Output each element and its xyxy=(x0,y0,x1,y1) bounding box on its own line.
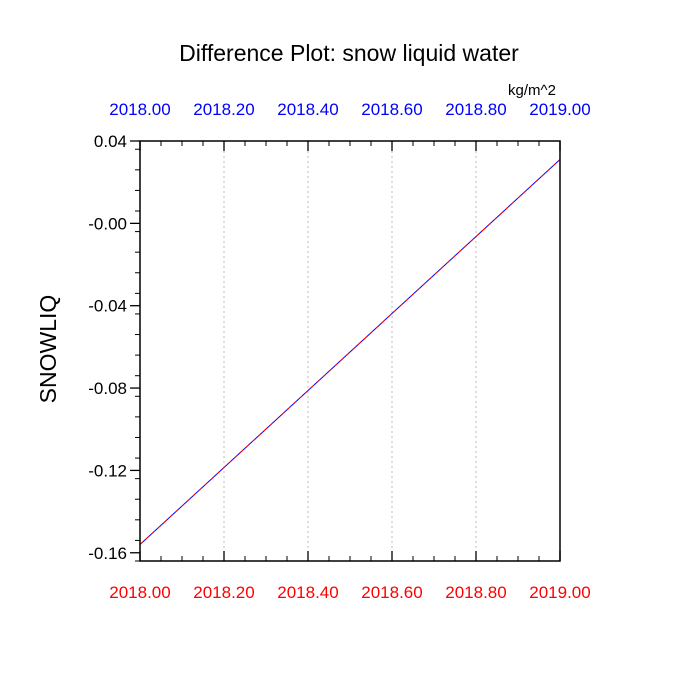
x-tick-label-top: 2018.80 xyxy=(445,100,506,119)
x-tick-label-bottom: 2019.00 xyxy=(529,583,590,602)
y-axis-label: SNOWLIQ xyxy=(35,295,61,404)
y-tick-label: -0.08 xyxy=(88,379,127,398)
grid-layer xyxy=(223,141,477,561)
x-tick-label-top: 2018.00 xyxy=(109,100,170,119)
x-tick-label-bottom: 2018.20 xyxy=(193,583,254,602)
tick-layer xyxy=(130,140,561,562)
x-tick-label-top: 2018.60 xyxy=(361,100,422,119)
x-tick-label-bottom: 2018.40 xyxy=(277,583,338,602)
x-tick-label-top: 2019.00 xyxy=(529,100,590,119)
x-tick-label-bottom: 2018.60 xyxy=(361,583,422,602)
y-tick-label: 0.04 xyxy=(94,132,127,151)
units-label: kg/m^2 xyxy=(508,82,556,99)
series-line-2 xyxy=(139,159,561,545)
x-tick-label-top: 2018.40 xyxy=(277,100,338,119)
y-tick-label: -0.00 xyxy=(88,214,127,233)
plot-frame xyxy=(139,140,561,562)
y-tick-label: -0.16 xyxy=(88,544,127,563)
y-tick-label: -0.04 xyxy=(88,297,127,316)
label-layer: 2018.00 2018.00 2018.20 2018.20 2018.40 2018.… xyxy=(88,100,590,602)
series-line-1 xyxy=(139,159,561,545)
chart-title: Difference Plot: snow liquid water xyxy=(179,40,519,66)
x-tick-label-bottom: 2018.80 xyxy=(445,583,506,602)
y-tick-label: -0.12 xyxy=(88,461,127,480)
x-tick-label-top: 2018.20 xyxy=(193,100,254,119)
series-layer xyxy=(139,159,561,545)
x-tick-label-bottom: 2018.00 xyxy=(109,583,170,602)
